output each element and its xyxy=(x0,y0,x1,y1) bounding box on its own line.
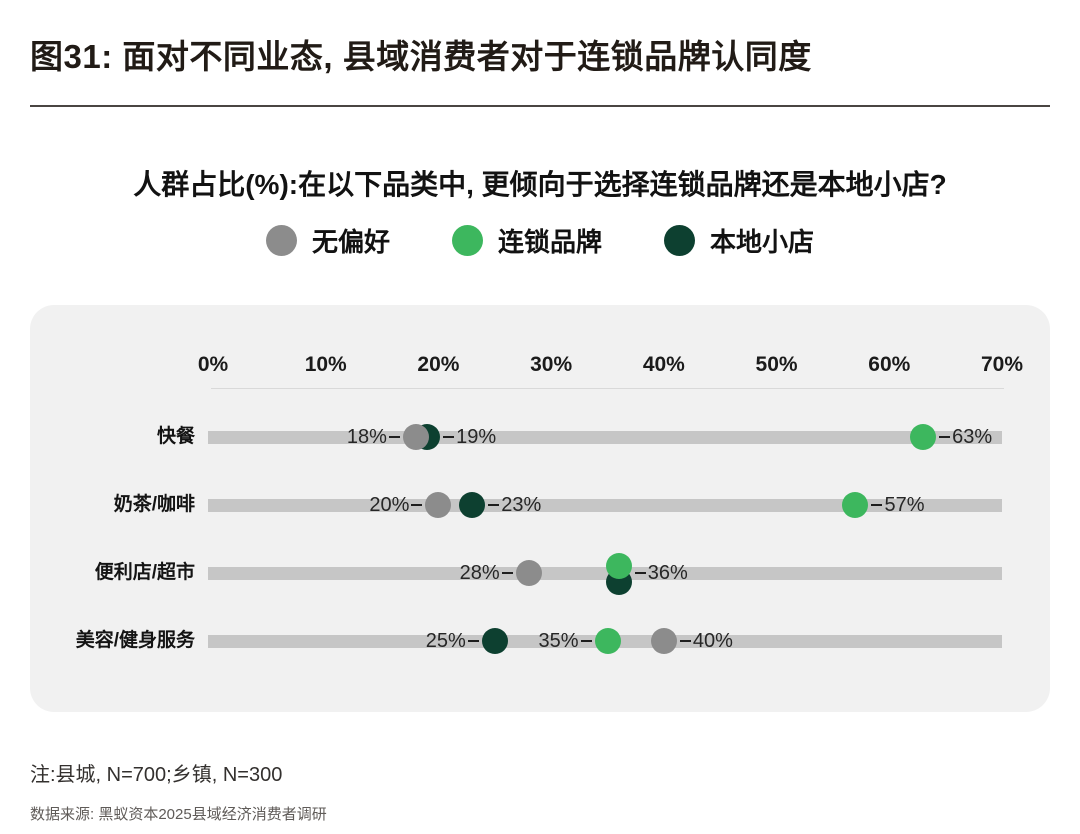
label-connector xyxy=(388,435,400,439)
legend-item: 无偏好 xyxy=(265,222,390,259)
label-connector xyxy=(580,639,592,643)
row-track xyxy=(208,498,1002,512)
value-label: 20% xyxy=(369,492,424,518)
chart-dot xyxy=(402,424,429,450)
legend-item: 连锁品牌 xyxy=(451,222,602,259)
value-label-text: 35% xyxy=(538,629,579,652)
legend-label: 无偏好 xyxy=(311,227,390,257)
label-connector xyxy=(939,435,951,439)
category-label: 便利店/超市 xyxy=(94,562,195,583)
axis-tick-label: 10% xyxy=(304,353,347,376)
value-label-text: 20% xyxy=(369,493,410,516)
legend-label: 本地小店 xyxy=(710,227,815,257)
chart-dot xyxy=(594,628,621,654)
value-label-text: 36% xyxy=(647,561,688,584)
label-connector xyxy=(679,639,691,643)
value-label: 18% xyxy=(347,424,402,450)
footnote: 注:县城, N=700;乡镇, N=300 xyxy=(30,764,283,786)
legend-item: 本地小店 xyxy=(664,222,814,259)
x-axis-line xyxy=(211,388,1004,389)
legend-dot-icon xyxy=(664,225,695,256)
category-label: 奶茶/咖啡 xyxy=(113,494,195,515)
legend-label: 连锁品牌 xyxy=(497,227,602,257)
value-label: 23% xyxy=(486,492,541,518)
value-label-text: 23% xyxy=(501,493,542,516)
value-label: 35% xyxy=(538,628,593,654)
chart-title: 图31: 面对不同业态, 县域消费者对于连锁品牌认同度 xyxy=(30,38,812,75)
label-connector xyxy=(467,639,479,643)
category-label: 美容/健身服务 xyxy=(75,630,195,651)
chart-dot xyxy=(459,492,486,518)
value-label-text: 25% xyxy=(425,629,466,652)
legend: 无偏好 连锁品牌 本地小店 xyxy=(0,222,1080,259)
value-label: 19% xyxy=(441,424,496,450)
chart-dot xyxy=(650,628,677,654)
value-label-text: 19% xyxy=(456,425,497,448)
label-connector xyxy=(443,435,455,439)
value-label-text: 57% xyxy=(884,493,925,516)
chart-subtitle: 人群占比(%):在以下品类中, 更倾向于选择连锁品牌还是本地小店? xyxy=(133,169,947,200)
legend-dot-icon xyxy=(265,225,297,256)
chart-dot xyxy=(425,492,452,518)
value-label-text: 63% xyxy=(952,425,993,448)
chart-dot xyxy=(515,560,542,586)
value-label: 63% xyxy=(937,424,992,450)
chart-panel: 0% 10% 20% 30% 40% 50% 60% 70% 快餐 19% 18% 63% 奶茶/咖啡 2… xyxy=(30,305,1050,712)
label-connector xyxy=(634,571,646,575)
axis-tick-label: 50% xyxy=(755,353,798,376)
value-label-text: 18% xyxy=(346,425,387,448)
row-track xyxy=(208,430,1002,444)
axis-tick-label: 0% xyxy=(197,353,229,376)
value-label: 28% xyxy=(460,560,515,586)
label-connector xyxy=(871,503,883,507)
axis-tick-label: 20% xyxy=(417,353,460,376)
title-divider xyxy=(30,105,1050,107)
axis-tick-label: 60% xyxy=(868,353,911,376)
value-label: 57% xyxy=(869,492,925,518)
chart-dot xyxy=(605,553,632,579)
value-label: 25% xyxy=(426,628,481,654)
chart-dot xyxy=(842,492,869,518)
axis-tick-label: 70% xyxy=(980,353,1024,376)
label-connector xyxy=(411,503,423,507)
legend-dot-icon xyxy=(451,225,483,256)
data-source: 数据来源: 黑蚁资本2025县域经济消费者调研 xyxy=(30,806,327,823)
row-track xyxy=(208,566,1002,580)
chart-dot xyxy=(910,424,937,450)
value-label: 36% xyxy=(633,560,688,586)
label-connector xyxy=(488,503,500,507)
value-label-text: 40% xyxy=(692,629,733,652)
value-label: 40% xyxy=(678,628,733,654)
axis-tick-label: 30% xyxy=(530,353,573,376)
category-label: 快餐 xyxy=(156,426,195,447)
label-connector xyxy=(501,571,513,575)
chart-dot xyxy=(481,628,508,654)
axis-tick-label: 40% xyxy=(642,353,685,376)
value-label-text: 28% xyxy=(459,561,500,584)
